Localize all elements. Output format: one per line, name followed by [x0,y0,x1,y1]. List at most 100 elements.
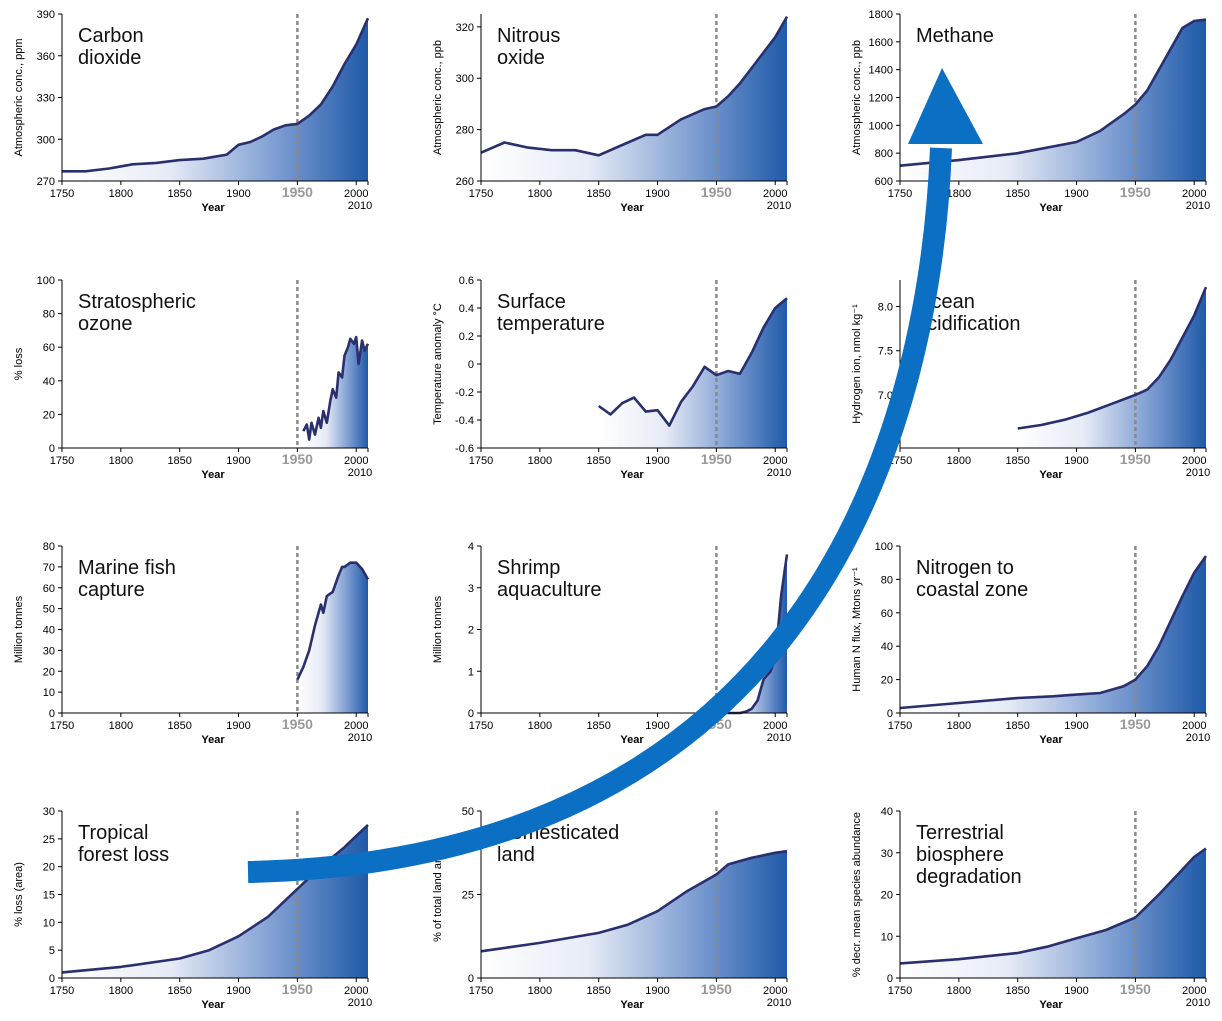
chart-panel: 0 20 40 60 80 100 1750 1800 1850 1900 1950 20002010… [13,275,372,481]
panel-title: Shrimp [497,557,560,579]
y-tick-label: -0.4 [455,415,474,427]
x-tick-label: 2000 [763,455,787,467]
y-tick-label: 300 [37,134,55,146]
series-line [62,17,370,173]
series-line [480,849,788,953]
x-axis-label: Year [620,202,644,214]
x-tick-label: 1850 [1005,985,1029,997]
y-tick-label: 80 [43,541,55,553]
panel-title: Stratospheric [78,291,196,313]
panel-title: biosphere [916,844,1004,866]
y-tick-label: 1200 [869,93,893,105]
x-tick-label: 2000 [763,188,787,200]
x-tick-label: 1800 [947,720,971,732]
panel-title: dioxide [78,47,141,69]
x-tick-label-1950: 1950 [282,981,313,997]
x-tick-label: 2000 [1182,188,1206,200]
y-tick-label: 20 [881,890,893,902]
x-tick-label-end: 2010 [767,200,791,212]
y-axis-label: % decr. mean species abundance [851,812,863,977]
series-line [1017,286,1208,430]
y-tick-label: 50 [43,604,55,616]
series-line [296,561,370,681]
panel-title: Carbon [78,25,144,47]
series-area [62,18,368,182]
x-tick-label: 1800 [947,188,971,200]
y-axis-label: Atmospheric conc., ppm [13,39,25,157]
x-tick-label: 1750 [888,455,912,467]
y-tick-label: 100 [875,541,893,553]
x-tick-label: 2000 [344,720,368,732]
panel-title: forest loss [78,844,169,866]
y-tick-label: -0.2 [455,387,474,399]
chart-panel: 260 280 300 320 1750 1800 1850 1900 1950 20002010… [432,14,791,214]
panel-title: Nitrogen to [916,557,1014,579]
x-tick-label: 2000 [344,985,368,997]
y-tick-label: 60 [43,583,55,595]
x-tick-label: 1850 [1005,188,1029,200]
panel-title: temperature [497,313,605,335]
y-tick-label: 1 [468,666,474,678]
x-tick-label: 1900 [645,455,669,467]
x-tick-label-1950: 1950 [701,184,732,200]
y-tick-label: 60 [881,608,893,620]
x-tick-label: 2000 [1182,985,1206,997]
y-tick-label: 2 [468,625,474,637]
x-tick-label: 1850 [1005,720,1029,732]
series-area [481,16,787,181]
x-tick-label: 1900 [226,985,250,997]
trend-arrow [247,68,983,883]
x-axis-label: Year [1039,999,1063,1011]
y-tick-label: 1600 [869,37,893,49]
x-tick-label: 1850 [586,455,610,467]
x-axis-label: Year [620,999,644,1011]
y-tick-label: 60 [43,342,55,354]
x-tick-label: 1850 [586,720,610,732]
panel-title: Nitrous [497,25,560,47]
x-tick-label-end: 2010 [767,732,791,744]
x-tick-label-end: 2010 [1186,997,1210,1009]
y-tick-label: 1800 [869,9,893,21]
y-tick-label: 0.4 [459,303,474,315]
y-tick-label: 800 [875,148,893,160]
y-axis-label: Atmospheric conc., ppb [432,40,444,155]
series-line [302,335,370,441]
x-tick-label: 1800 [528,455,552,467]
y-tick-label: 360 [37,51,55,63]
panel-title: degradation [916,866,1022,888]
x-axis-label: Year [620,469,644,481]
x-tick-label: 1900 [1064,188,1088,200]
x-tick-label: 1800 [947,455,971,467]
y-tick-label: 320 [456,22,474,34]
x-tick-label: 1750 [50,985,74,997]
x-tick-label: 1750 [50,455,74,467]
series-area [297,562,368,713]
x-tick-label: 1750 [888,188,912,200]
x-tick-label-end: 2010 [1186,467,1210,479]
x-tick-label: 1750 [469,720,493,732]
x-tick-label-1950: 1950 [1120,451,1151,467]
y-axis-label: Million tonnes [13,595,25,663]
x-axis-label: Year [1039,202,1063,214]
x-axis-label: Year [1039,469,1063,481]
y-tick-label: 8.0 [878,302,893,314]
y-tick-label: 30 [43,645,55,657]
x-tick-label: 1800 [528,720,552,732]
y-tick-label: 25 [43,834,55,846]
y-tick-label: 50 [462,806,474,818]
panel-title: ozone [78,313,133,335]
x-axis-label: Year [201,202,225,214]
series-line [61,823,369,974]
y-axis-label: Million tonnes [432,595,444,663]
series-line [597,297,788,427]
x-tick-label: 2000 [763,985,787,997]
y-tick-label: 15 [43,890,55,902]
panel-title: Tropical [78,822,148,844]
y-tick-label: 1400 [869,65,893,77]
x-tick-label: 1850 [586,188,610,200]
x-tick-label: 2000 [344,188,368,200]
x-tick-label: 1900 [1064,720,1088,732]
x-tick-label: 2000 [1182,455,1206,467]
